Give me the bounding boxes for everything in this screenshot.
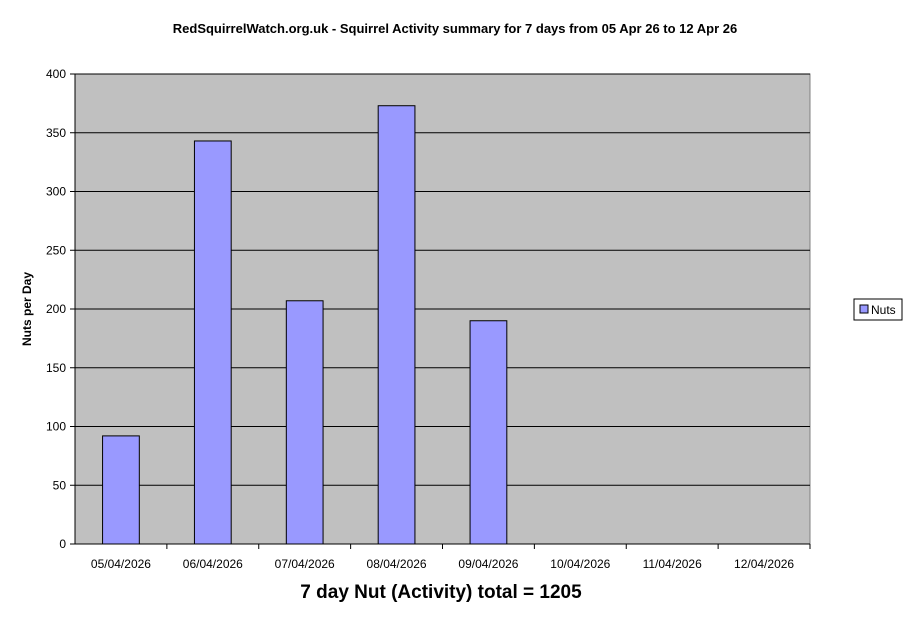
bars [102,105,508,545]
legend-swatch [859,304,869,314]
y-tick-label: 200 [46,302,66,316]
x-tick-label: 08/04/2026 [367,557,427,571]
y-tick-label: 250 [46,243,66,257]
x-tick-label: 07/04/2026 [275,557,335,571]
y-tick-label: 400 [46,67,66,81]
total-caption: 7 day Nut (Activity) total = 1205 [300,582,582,603]
x-tick-label: 05/04/2026 [91,557,151,571]
bar [285,300,324,545]
y-tick-label: 0 [59,537,66,551]
y-tick-label: 150 [46,361,66,375]
y-tick-label: 50 [53,478,67,492]
y-tick-label: 100 [46,420,66,434]
y-axis-label: Nuts per Day [20,272,34,346]
chart-title: RedSquirrelWatch.org.uk - Squirrel Activ… [173,21,737,36]
y-tick-labels: 0 50 100 150 200 250 300 350 400 [46,67,66,551]
y-tick-label: 350 [46,126,66,140]
y-tick-label: 300 [46,185,66,199]
bar [102,435,140,545]
axes [70,73,811,549]
x-tick-label: 12/04/2026 [734,557,794,571]
x-tick-label: 06/04/2026 [183,557,243,571]
legend: Nuts [853,298,903,321]
bar [377,105,416,545]
x-tick-label: 10/04/2026 [550,557,610,571]
x-tick-labels: 05/04/2026 06/04/2026 07/04/2026 08/04/2026… [91,557,795,571]
x-tick-label: 09/04/2026 [458,557,518,571]
legend-label: Nuts [871,303,896,317]
x-tick-label: 11/04/2026 [643,557,702,571]
bar [469,320,508,545]
bar [193,140,232,545]
legend-box [853,298,903,321]
